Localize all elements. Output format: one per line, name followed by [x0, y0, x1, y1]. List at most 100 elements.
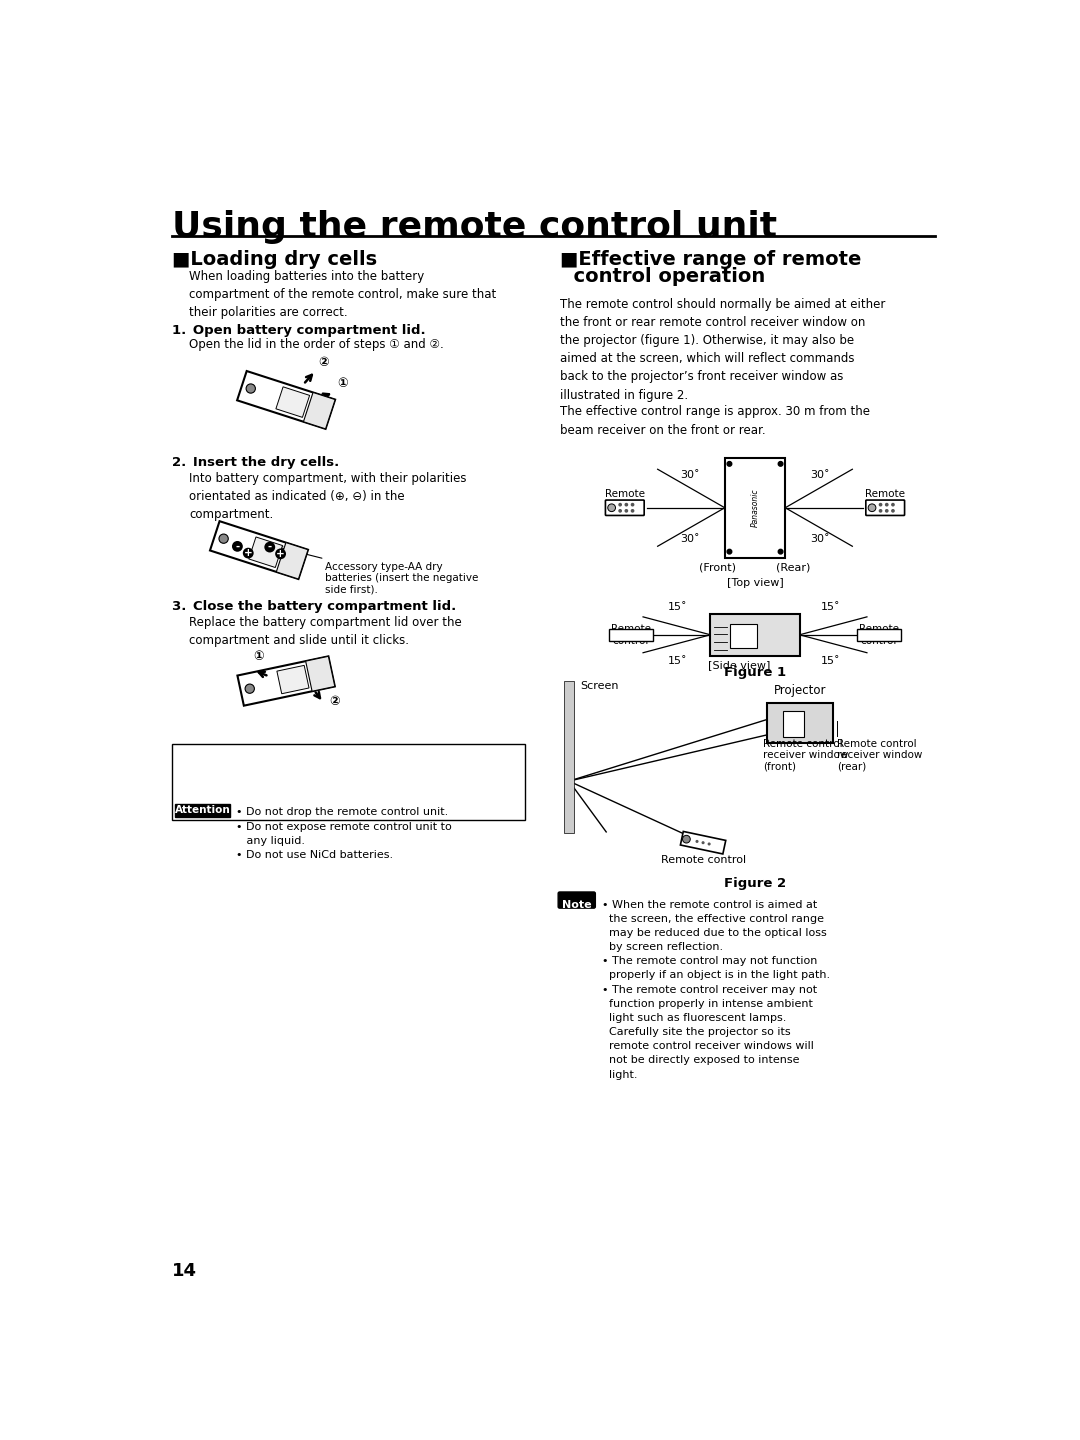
Polygon shape	[248, 537, 283, 567]
Circle shape	[232, 541, 243, 552]
Circle shape	[625, 504, 627, 505]
Text: +: +	[244, 549, 253, 559]
Text: Remote
control: Remote control	[611, 624, 651, 645]
Text: +: +	[276, 549, 285, 559]
Circle shape	[245, 684, 255, 693]
Polygon shape	[238, 372, 335, 429]
Polygon shape	[275, 387, 310, 418]
Text: 15˚: 15˚	[667, 602, 687, 612]
Text: The effective control range is approx. 30 m from the
beam receiver on the front : The effective control range is approx. 3…	[559, 405, 869, 436]
Circle shape	[625, 510, 627, 513]
Circle shape	[246, 384, 255, 393]
Text: Screen: Screen	[580, 681, 619, 691]
Circle shape	[696, 840, 699, 842]
Circle shape	[879, 510, 881, 513]
Text: Projector: Projector	[773, 684, 826, 697]
FancyBboxPatch shape	[175, 804, 230, 816]
Bar	[565, 681, 573, 834]
Text: ②: ②	[319, 356, 329, 369]
Text: Remote control: Remote control	[661, 855, 745, 865]
Text: (Rear): (Rear)	[775, 562, 810, 572]
Text: 2. Insert the dry cells.: 2. Insert the dry cells.	[172, 456, 339, 469]
FancyBboxPatch shape	[856, 629, 902, 641]
Polygon shape	[210, 521, 308, 579]
Circle shape	[619, 504, 621, 505]
Text: Accessory type-AA dry
batteries (insert the negative
side first).: Accessory type-AA dry batteries (insert …	[279, 546, 478, 595]
FancyBboxPatch shape	[606, 500, 644, 516]
Text: Remote control
receiver window
(rear): Remote control receiver window (rear)	[837, 739, 922, 772]
Circle shape	[886, 510, 888, 513]
Text: Open the lid in the order of steps ① and ②.: Open the lid in the order of steps ① and…	[189, 338, 444, 351]
Text: • Do not drop the remote control unit.
• Do not expose remote control unit to
  : • Do not drop the remote control unit. •…	[235, 808, 451, 861]
Circle shape	[892, 510, 894, 513]
Polygon shape	[306, 657, 335, 691]
FancyBboxPatch shape	[866, 500, 905, 516]
Text: control operation: control operation	[559, 266, 765, 285]
Text: 15˚: 15˚	[821, 602, 840, 612]
Bar	[730, 624, 757, 648]
Text: [Side view]: [Side view]	[708, 661, 771, 670]
Text: Replace the battery compartment lid over the
compartment and slide until it clic: Replace the battery compartment lid over…	[189, 615, 462, 647]
Text: -: -	[268, 541, 272, 552]
Circle shape	[243, 547, 254, 559]
Circle shape	[879, 504, 881, 505]
Circle shape	[683, 835, 690, 842]
Text: 3. Close the battery compartment lid.: 3. Close the battery compartment lid.	[172, 600, 457, 613]
Circle shape	[727, 549, 732, 554]
Circle shape	[265, 541, 275, 553]
Text: 15˚: 15˚	[667, 657, 687, 667]
Text: • When the remote control is aimed at
  the screen, the effective control range
: • When the remote control is aimed at th…	[602, 900, 829, 1080]
Polygon shape	[680, 831, 726, 854]
Polygon shape	[238, 657, 335, 706]
Bar	[711, 613, 799, 657]
Text: 30˚: 30˚	[679, 471, 700, 481]
Bar	[767, 703, 833, 743]
Text: -: -	[235, 541, 240, 552]
Circle shape	[632, 504, 634, 505]
Circle shape	[632, 510, 634, 513]
Text: 30˚: 30˚	[810, 471, 829, 481]
Circle shape	[707, 842, 711, 845]
Circle shape	[886, 504, 888, 505]
Text: Figure 2: Figure 2	[724, 877, 786, 890]
Circle shape	[868, 504, 876, 511]
Bar	[725, 458, 785, 557]
Text: When loading batteries into the battery
compartment of the remote control, make : When loading batteries into the battery …	[189, 269, 497, 318]
Text: Figure 1: Figure 1	[724, 665, 786, 678]
Circle shape	[892, 504, 894, 505]
Text: 15˚: 15˚	[821, 657, 840, 667]
Text: Into battery compartment, with their polarities
orientated as indicated (⊕, ⊖) i: Into battery compartment, with their pol…	[189, 471, 467, 520]
Text: Remote
control: Remote control	[605, 490, 645, 511]
FancyBboxPatch shape	[558, 891, 595, 909]
Text: (Front): (Front)	[699, 562, 735, 572]
Circle shape	[619, 510, 621, 513]
Text: Remote
control: Remote control	[865, 490, 905, 511]
Circle shape	[779, 462, 783, 467]
Circle shape	[727, 462, 732, 467]
Polygon shape	[303, 393, 335, 429]
Text: Attention: Attention	[175, 805, 230, 815]
Text: Note: Note	[562, 900, 592, 910]
Text: 30˚: 30˚	[810, 534, 829, 544]
Text: [Top view]: [Top view]	[727, 577, 783, 588]
FancyBboxPatch shape	[608, 629, 653, 641]
Circle shape	[702, 841, 704, 844]
Circle shape	[608, 504, 616, 511]
Text: ②: ②	[329, 694, 340, 707]
Circle shape	[779, 549, 783, 554]
Text: Remote
control: Remote control	[859, 624, 899, 645]
Text: 1. Open battery compartment lid.: 1. Open battery compartment lid.	[172, 324, 426, 337]
Text: ■Effective range of remote: ■Effective range of remote	[559, 249, 861, 269]
Text: Panasonic: Panasonic	[751, 488, 759, 527]
Text: 30˚: 30˚	[679, 534, 700, 544]
Bar	[783, 711, 805, 737]
Text: The remote control should normally be aimed at either
the front or rear remote c: The remote control should normally be ai…	[559, 298, 886, 402]
Polygon shape	[276, 543, 308, 579]
Circle shape	[219, 534, 228, 543]
Text: ①: ①	[337, 377, 348, 390]
Text: Using the remote control unit: Using the remote control unit	[172, 210, 778, 243]
Polygon shape	[276, 665, 309, 694]
Text: Remote control
receiver window
(front): Remote control receiver window (front)	[764, 739, 849, 772]
Bar	[172, 744, 525, 819]
Text: ■Loading dry cells: ■Loading dry cells	[172, 249, 377, 269]
